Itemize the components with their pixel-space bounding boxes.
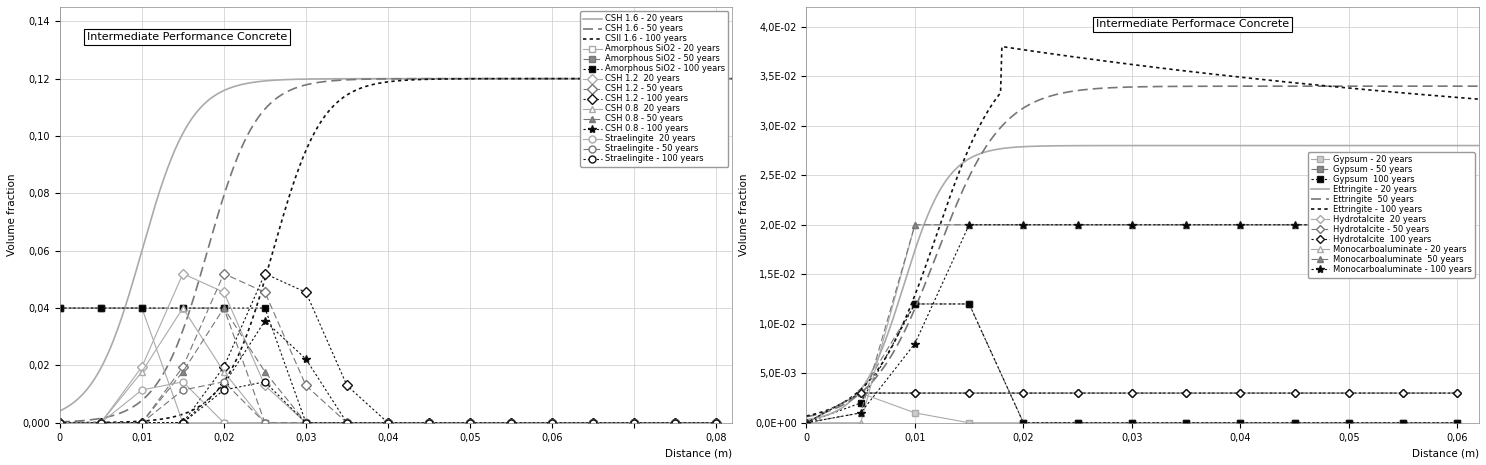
- X-axis label: Distance (m): Distance (m): [666, 448, 733, 458]
- Legend: CSH 1.6 - 20 years, CSH 1.6 - 50 years, CSII 1.6 - 100 years, Amorphous SiO2 - 2: CSH 1.6 - 20 years, CSH 1.6 - 50 years, …: [580, 11, 728, 167]
- X-axis label: Distance (m): Distance (m): [1412, 448, 1479, 458]
- Legend: Gypsum - 20 years, Gypsum - 50 years, Gypsum  100 years, Ettringite - 20 years, : Gypsum - 20 years, Gypsum - 50 years, Gy…: [1308, 152, 1476, 278]
- Y-axis label: Volume fraction: Volume fraction: [7, 173, 16, 256]
- Text: Intermediate Performace Concrete: Intermediate Performace Concrete: [1095, 20, 1288, 29]
- Y-axis label: Volume fraction: Volume fraction: [740, 173, 749, 256]
- Text: Intermediate Performance Concrete: Intermediate Performance Concrete: [86, 32, 287, 42]
